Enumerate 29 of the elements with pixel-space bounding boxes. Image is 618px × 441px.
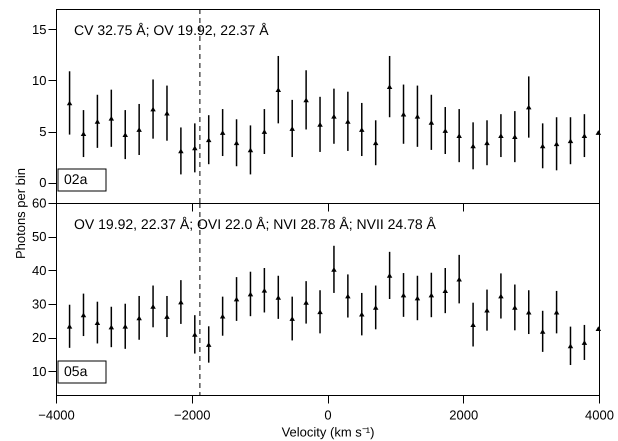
x-tick-label: 2000 xyxy=(449,408,478,422)
point xyxy=(512,305,518,310)
y-tick-label: 20 xyxy=(32,330,46,346)
y-tick-label: 50 xyxy=(32,229,46,244)
point xyxy=(303,98,309,102)
y-tick-label: 5 xyxy=(39,124,46,140)
y-tick-label: 10 xyxy=(32,72,46,88)
y-tick-label: 40 xyxy=(32,262,46,278)
x-tick-label: −2000 xyxy=(174,408,211,422)
y-tick-label: 60 xyxy=(32,196,46,210)
point xyxy=(248,148,254,152)
point xyxy=(178,148,184,154)
x-tick-label: 4000 xyxy=(585,408,614,422)
annotation: 05a xyxy=(64,363,88,379)
y-tick-label: 30 xyxy=(32,296,46,312)
x-tick-label: 0 xyxy=(324,408,332,422)
annotation: 02a xyxy=(64,171,88,187)
annotation: CV 32.75 Å; OV 19.92, 22.37 Å xyxy=(74,22,270,38)
x-axis-title: Velocity (km s⁻¹) xyxy=(282,424,374,440)
y-tick-label: 15 xyxy=(32,22,46,37)
y-tick-label: 10 xyxy=(32,364,46,379)
point xyxy=(372,305,378,310)
y-axis-title: Photons per bin xyxy=(13,168,28,260)
y-tick-label: 0 xyxy=(39,175,46,190)
point xyxy=(596,326,602,332)
x-tick-label: −4000 xyxy=(38,408,75,422)
point xyxy=(386,273,392,278)
annotation: OV 19.92, 22.37 Å; OVI 22.0 Å; NVI 28.78 Å; NVII 24.78 Å xyxy=(74,216,437,232)
point xyxy=(596,130,602,135)
